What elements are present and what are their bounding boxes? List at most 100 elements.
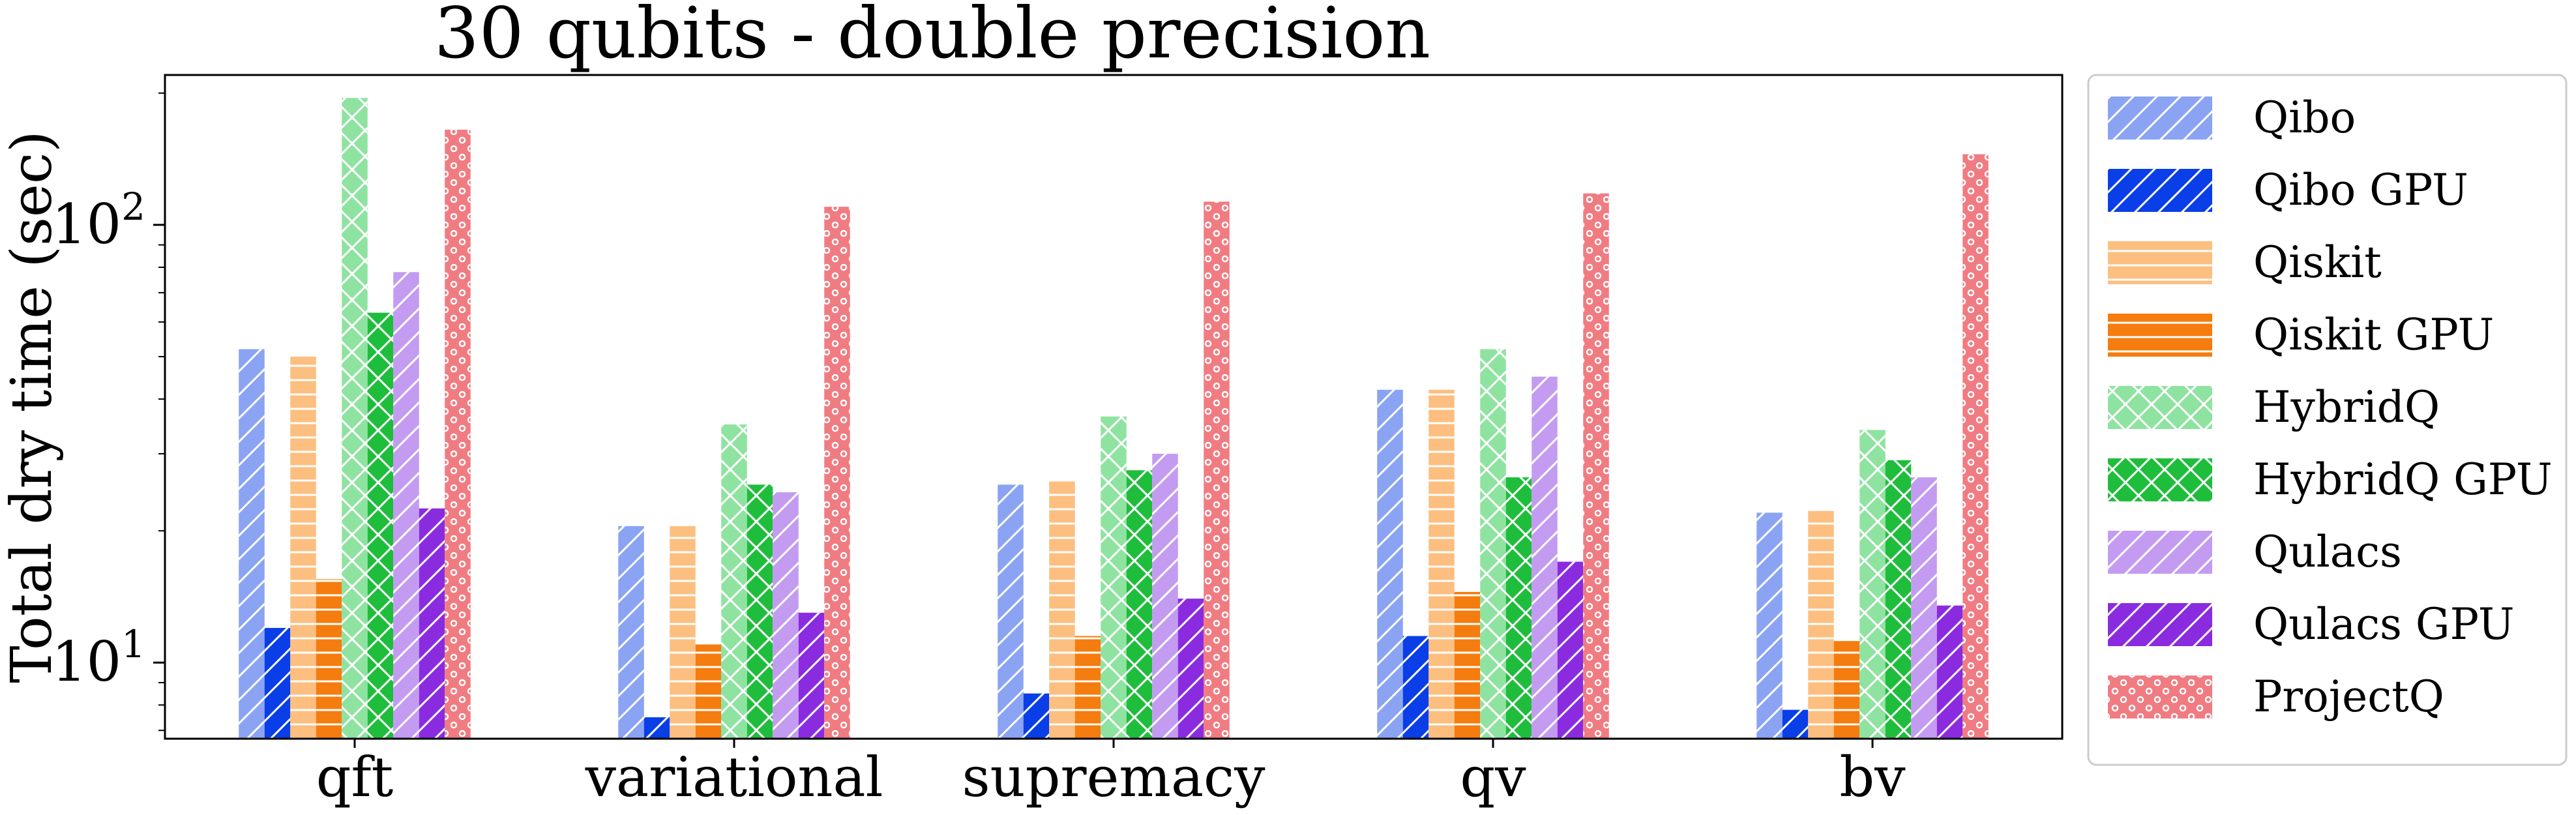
bar-hatch (1833, 641, 1860, 739)
legend-swatch-hatch (2108, 675, 2212, 719)
legend-label: Qiskit (2253, 237, 2382, 288)
legend-swatch-hatch (2108, 96, 2212, 140)
bar-hatch (721, 424, 747, 739)
bar-hatch (1911, 477, 1937, 739)
bar-variational-hybridq-gpu (747, 484, 773, 739)
bar-hatch (1480, 349, 1506, 739)
bar-supremacy-hybridq-gpu (1126, 470, 1153, 739)
bar-qv-qibo (1377, 389, 1403, 739)
bar-bv-projectq (1962, 154, 1989, 739)
bar-bv-hybridq-gpu (1885, 460, 1912, 739)
bar-hatch (1101, 416, 1127, 739)
bar-qft-hybridq-gpu (367, 312, 394, 739)
bar-hatch (1049, 481, 1075, 739)
bar-qv-qulacs-gpu (1557, 561, 1584, 739)
bar-hatch (1454, 591, 1481, 739)
bar-hatch (290, 356, 316, 739)
bar-hatch (367, 312, 394, 739)
bar-qv-qibo-gpu (1402, 636, 1429, 739)
legend-item-qulacs: Qulacs (2108, 527, 2402, 577)
x-tick-label: qv (1460, 745, 1526, 809)
bars-group (239, 98, 1989, 739)
legend-label: Qibo (2253, 93, 2356, 143)
bar-hatch (1177, 599, 1204, 739)
bar-hatch (798, 612, 825, 739)
y-axis-label: Total dry time (sec) (0, 130, 65, 683)
bar-hatch (316, 579, 342, 739)
bar-hatch (1074, 636, 1101, 739)
bar-hatch (747, 484, 773, 739)
legend: Qibo Qibo GPU Qiskit Qiskit GPU HybridQ Hybri… (2087, 74, 2568, 766)
bar-hatch (1557, 561, 1584, 739)
legend-items: Qibo Qibo GPU Qiskit Qiskit GPU HybridQ Hybri… (2108, 93, 2553, 722)
bar-hatch (393, 272, 419, 739)
bar-qft-qibo-gpu (264, 628, 291, 739)
bar-variational-qiskit (670, 526, 696, 739)
bar-hatch (1859, 430, 1886, 739)
legend-item-projectq: ProjectQ (2108, 672, 2444, 722)
bar-qft-qiskit-gpu (316, 579, 342, 739)
bar-hatch (1126, 470, 1153, 739)
x-tick-label: bv (1839, 745, 1906, 809)
bar-hatch (1505, 477, 1532, 739)
legend-label: HybridQ GPU (2253, 454, 2553, 505)
legend-swatch-hatch (2108, 241, 2212, 284)
bar-qv-qulacs (1532, 376, 1558, 739)
bar-qv-qiskit-gpu (1454, 591, 1481, 739)
bar-qft-projectq (445, 129, 471, 739)
bar-hatch (1962, 154, 1989, 739)
bar-qv-hybridq (1480, 349, 1506, 739)
bar-supremacy-projectq (1204, 201, 1230, 739)
legend-label: HybridQ (2253, 382, 2440, 432)
bar-supremacy-qulacs-gpu (1177, 599, 1204, 739)
bar-hatch (644, 717, 670, 739)
legend-item-qulacs-gpu: Qulacs GPU (2108, 599, 2514, 649)
bar-hatch (342, 98, 368, 739)
bar-hatch (618, 526, 644, 739)
legend-swatch-hatch (2108, 458, 2212, 501)
bar-bv-qiskit-gpu (1833, 641, 1860, 739)
bar-hatch (1756, 512, 1783, 739)
bar-hatch (1402, 636, 1429, 739)
bar-variational-projectq (824, 207, 850, 739)
legend-item-hybridq-gpu: HybridQ GPU (2108, 454, 2553, 505)
legend-item-hybridq: HybridQ (2108, 382, 2440, 432)
bar-variational-qulacs-gpu (798, 612, 825, 739)
bar-bv-qulacs (1911, 477, 1937, 739)
x-axis-ticks: qft variational supremacy qv bv (316, 739, 1906, 809)
legend-item-qibo: Qibo (2108, 93, 2356, 143)
legend-label: ProjectQ (2253, 672, 2444, 722)
bar-variational-qulacs (773, 492, 799, 739)
bar-variational-qiskit-gpu (695, 644, 722, 739)
y-axis-ticks: 101 102 (52, 92, 165, 732)
bar-variational-qibo-gpu (644, 717, 670, 739)
legend-label: Qulacs (2253, 527, 2402, 577)
bar-bv-qibo (1756, 512, 1783, 739)
legend-swatch-hatch (2108, 169, 2212, 212)
bar-hatch (670, 526, 696, 739)
bar-hatch (773, 492, 799, 739)
legend-label: Qulacs GPU (2253, 599, 2514, 649)
legend-label: Qiskit GPU (2253, 310, 2494, 360)
bar-bv-hybridq (1859, 430, 1886, 739)
bar-bv-qulacs-gpu (1936, 605, 1963, 739)
bar-hatch (239, 349, 265, 739)
bar-variational-hybridq (721, 424, 747, 739)
bar-hatch (1583, 193, 1609, 739)
bar-supremacy-qibo-gpu (1023, 693, 1050, 739)
bar-hatch (1782, 709, 1809, 739)
bar-hatch (1808, 511, 1834, 739)
y-tick-label: 101 (52, 622, 145, 694)
bar-hatch (1429, 389, 1455, 739)
chart-title: 30 qubits - double precision (434, 0, 1430, 74)
bar-hatch (445, 129, 471, 739)
bar-supremacy-qibo (998, 484, 1024, 739)
bar-qv-hybridq-gpu (1505, 477, 1532, 739)
bar-hatch (998, 484, 1024, 739)
legend-label: Qibo GPU (2253, 165, 2468, 215)
legend-swatch-hatch (2108, 386, 2212, 429)
bar-hatch (1023, 693, 1050, 739)
bar-hatch (1204, 201, 1230, 739)
bar-supremacy-qiskit (1049, 481, 1075, 739)
